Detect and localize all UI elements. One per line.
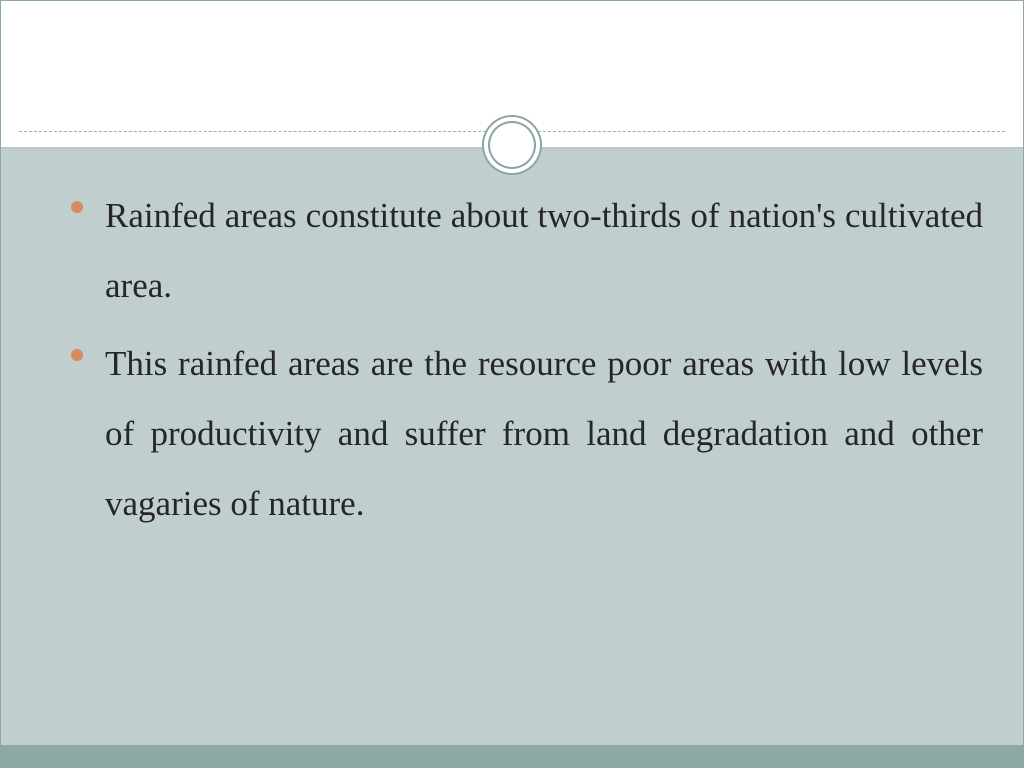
bottom-bar [1,745,1023,767]
bullet-list: Rainfed areas constitute about two-third… [71,181,983,547]
bullet-dot-icon [71,349,83,361]
ring-ornament-icon [484,117,540,173]
header-area [1,1,1023,131]
list-item: This rainfed areas are the resource poor… [71,329,983,539]
bullet-dot-icon [71,201,83,213]
slide-frame: Rainfed areas constitute about two-third… [0,0,1024,768]
bullet-text: This rainfed areas are the resource poor… [105,329,983,539]
bullet-text: Rainfed areas constitute about two-third… [105,181,983,321]
list-item: Rainfed areas constitute about two-third… [71,181,983,321]
